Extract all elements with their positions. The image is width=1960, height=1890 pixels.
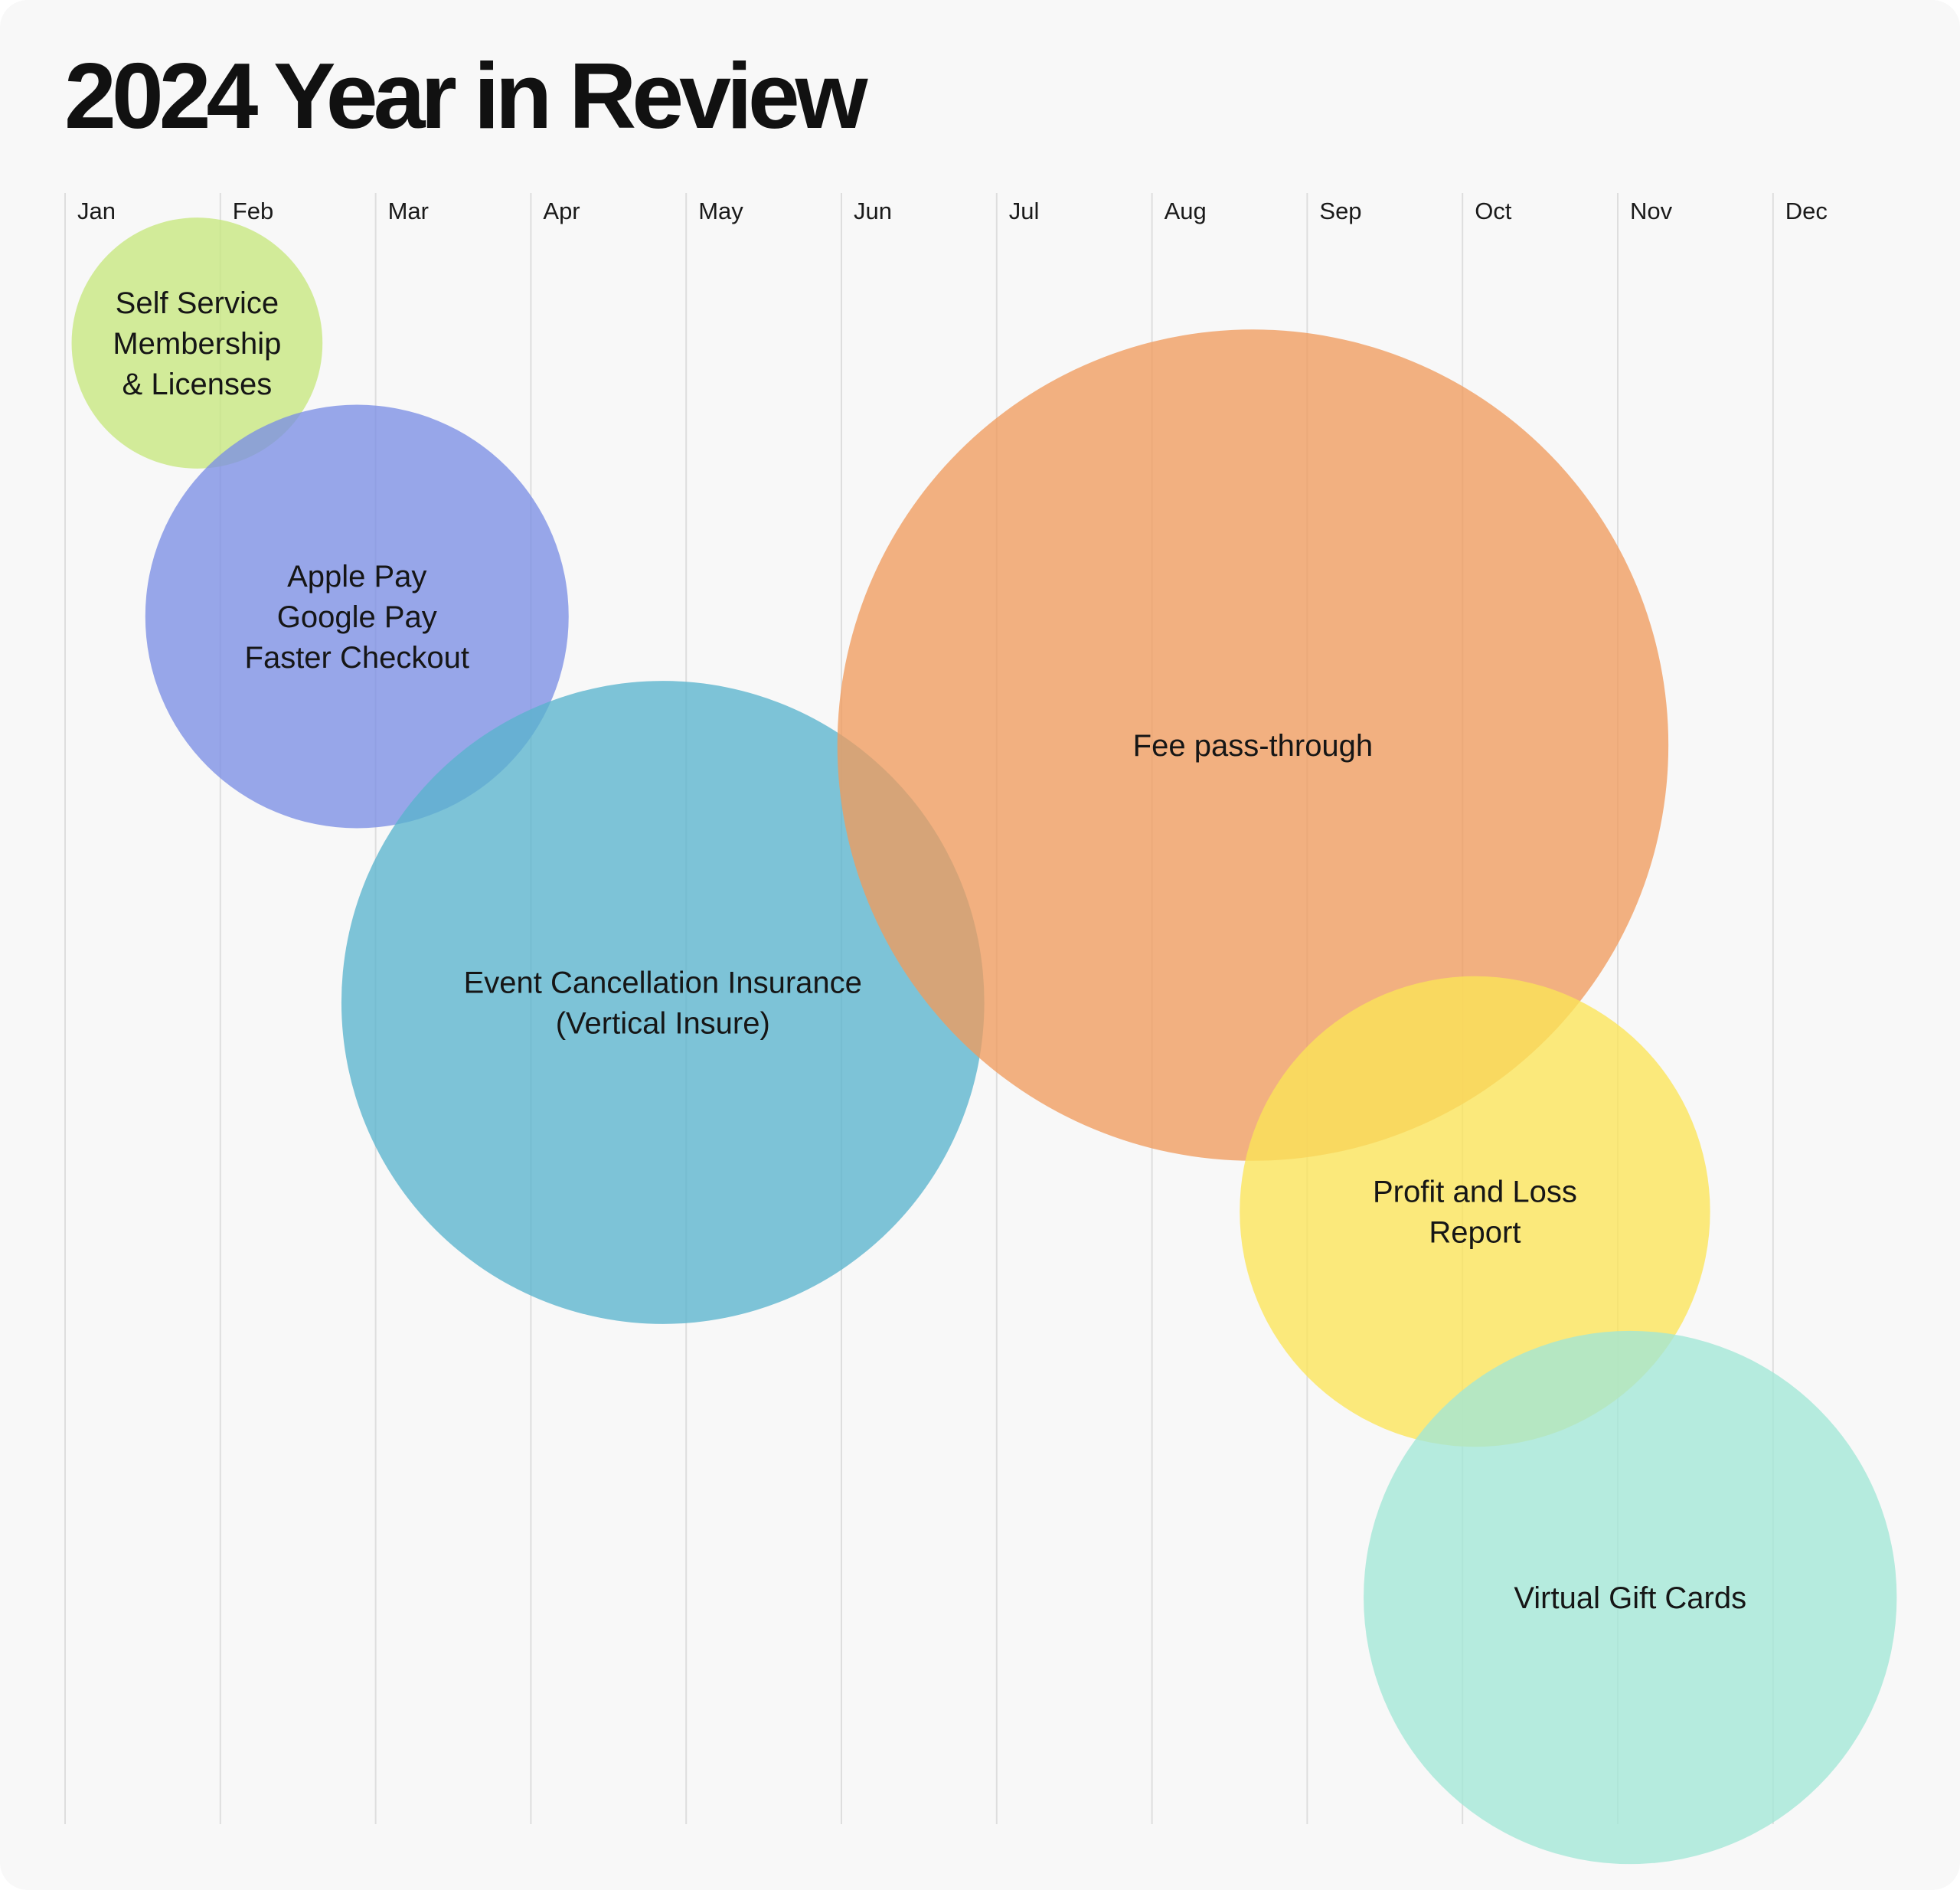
bubble-label-line: & Licenses: [122, 368, 273, 401]
bubble-label-line: Membership: [113, 327, 281, 361]
bubble-labels: Self Service Membership & Licenses Apple Pa…: [113, 286, 1746, 1615]
bubble-label-line: (Vertical Insure): [556, 1007, 770, 1041]
month-label-nov: Nov: [1630, 198, 1673, 224]
bubble-label-3: Event Cancellation Insurance (Vertical In…: [464, 966, 862, 1041]
bubble-1: [71, 217, 323, 469]
month-label-apr: Apr: [543, 198, 580, 224]
bubble-label-4: Fee pass-through: [1133, 729, 1374, 763]
bubble-4: [837, 329, 1669, 1161]
bubble-3: [341, 681, 985, 1324]
month-label-dec: Dec: [1785, 198, 1828, 224]
month-label-jun: Jun: [854, 198, 892, 224]
bubble-label-5: Profit and Loss Report: [1373, 1176, 1577, 1250]
month-label-aug: Aug: [1165, 198, 1207, 224]
month-label-oct: Oct: [1475, 198, 1512, 224]
bubble-label-line: Profit and Loss: [1373, 1176, 1577, 1209]
bubble-label-1: Self Service Membership & Licenses: [113, 286, 281, 401]
bubble-label-line: Apple Pay: [287, 560, 426, 593]
bubble-label-6: Virtual Gift Cards: [1514, 1581, 1746, 1615]
month-label-sep: Sep: [1319, 198, 1361, 224]
bubble-label-line: Event Cancellation Insurance: [464, 966, 862, 1000]
bubble-label-2: Apple Pay Google Pay Faster Checkout: [245, 560, 469, 675]
month-label-feb: Feb: [233, 198, 273, 224]
month-label-mar: Mar: [388, 198, 429, 224]
bubble-6: [1364, 1330, 1897, 1865]
month-label-may: May: [698, 198, 743, 224]
chart-title: 2024 Year in Review: [64, 44, 868, 148]
bubble-label-line: Fee pass-through: [1133, 729, 1374, 763]
bubble-label-line: Faster Checkout: [245, 641, 469, 675]
bubbles: [71, 217, 1897, 1865]
bubble-5: [1240, 976, 1710, 1447]
month-label-jan: Jan: [77, 198, 116, 224]
bubble-label-line: Self Service: [116, 286, 279, 320]
month-axis: Jan Feb Mar Apr May Jun Jul Aug Sep Oct Nov Dec: [77, 198, 1828, 224]
bubble-label-line: Report: [1429, 1216, 1521, 1250]
bubble-label-line: Virtual Gift Cards: [1514, 1581, 1746, 1615]
month-label-jul: Jul: [1009, 198, 1040, 224]
bubble-2: [145, 404, 569, 829]
bubble-label-line: Google Pay: [277, 600, 437, 634]
